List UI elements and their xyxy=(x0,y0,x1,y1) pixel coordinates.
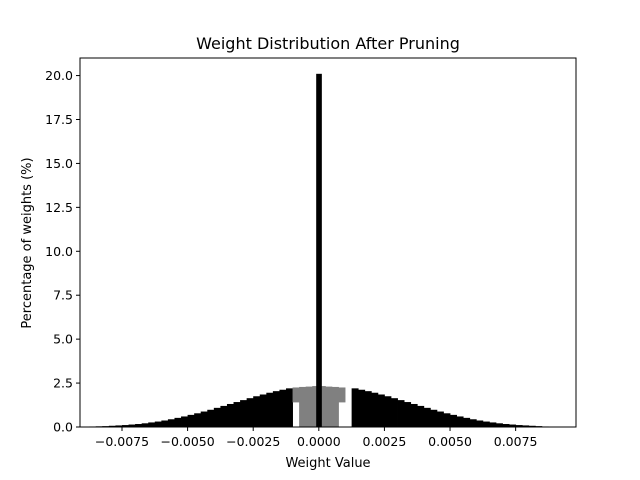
histogram-bar xyxy=(226,403,234,427)
histogram-bar xyxy=(279,389,287,427)
histogram-bar xyxy=(469,419,477,427)
y-axis-ticks: 0.0 2.5 5.0 7.5 10.0 12.5 15.0 17.5 20.0 xyxy=(45,68,80,435)
x-axis-label: Weight Value xyxy=(285,456,370,471)
x-tick-label: 0.0075 xyxy=(494,434,538,449)
histogram-bar xyxy=(154,421,162,427)
y-tick-label: 2.5 xyxy=(53,376,73,391)
y-tick-label: 7.5 xyxy=(53,288,73,303)
histogram-bar xyxy=(167,419,175,427)
x-tick-label: −0.0075 xyxy=(95,434,149,449)
x-tick-label: −0.0025 xyxy=(226,434,280,449)
y-tick-label: 17.5 xyxy=(45,112,73,127)
y-tick-label: 5.0 xyxy=(53,332,73,347)
pruned-bar xyxy=(299,386,307,427)
pruned-bar xyxy=(312,386,320,427)
pruned-bar xyxy=(325,386,333,427)
histogram-bar xyxy=(430,409,438,427)
x-tick-label: 0.0050 xyxy=(428,434,472,449)
histogram-bar xyxy=(128,424,136,427)
pruned-bar xyxy=(292,387,300,403)
histogram-bar xyxy=(266,392,274,427)
histogram-bar xyxy=(161,420,169,427)
histogram-bar xyxy=(397,400,405,427)
y-tick-label: 20.0 xyxy=(45,68,73,83)
histogram-bar xyxy=(390,398,398,427)
histogram-bar xyxy=(377,394,385,427)
zero-spike-bar xyxy=(316,73,322,428)
y-tick-label: 10.0 xyxy=(45,244,73,259)
histogram-bar xyxy=(358,389,366,427)
histogram-bar xyxy=(476,420,484,427)
plot-frame xyxy=(79,57,577,428)
pruned-bar xyxy=(305,386,313,427)
histogram-bar xyxy=(410,403,418,427)
histogram-bar xyxy=(384,396,392,427)
histogram-bar xyxy=(259,394,267,427)
histogram-bar xyxy=(220,405,228,427)
histogram-bar xyxy=(148,422,156,427)
x-tick-label: 0.0025 xyxy=(363,434,407,449)
pruned-bar xyxy=(318,386,326,427)
histogram-bar xyxy=(253,396,261,427)
histogram-bar xyxy=(115,425,123,427)
histogram-bar xyxy=(423,407,431,427)
histogram-bar xyxy=(509,424,517,427)
histogram-bar xyxy=(207,409,215,427)
chart-title: Weight Distribution After Pruning xyxy=(196,34,460,53)
histogram-bar xyxy=(174,417,182,427)
histogram-bar xyxy=(233,402,241,427)
histogram-bar xyxy=(364,391,372,427)
histogram-bar xyxy=(522,425,530,427)
histogram-bar xyxy=(351,388,359,427)
histogram-bar xyxy=(240,400,248,427)
histogram-bar xyxy=(272,391,280,427)
histogram-bar xyxy=(417,405,425,427)
histogram-bar xyxy=(489,422,497,427)
y-tick-label: 0.0 xyxy=(53,420,73,435)
histogram-bar xyxy=(495,423,503,427)
y-tick-label: 12.5 xyxy=(45,200,73,215)
pruned-bar xyxy=(338,387,346,403)
histogram-bar xyxy=(246,398,254,427)
histogram-bar xyxy=(141,423,149,427)
pruned-bar xyxy=(331,386,339,427)
x-axis-ticks: −0.0075 −0.0050 −0.0025 0.0000 0.0025 0.0050 0… xyxy=(95,427,538,449)
histogram-bar xyxy=(194,413,202,427)
y-tick-label: 15.0 xyxy=(45,156,73,171)
histogram-bar xyxy=(515,425,523,427)
histogram-bar xyxy=(528,425,536,427)
histogram-bar xyxy=(443,413,451,427)
histogram-bar xyxy=(121,425,129,427)
y-axis-label: Percentage of weights (%) xyxy=(20,157,35,328)
histogram-bar xyxy=(213,407,221,427)
histogram-bar xyxy=(404,402,412,427)
histogram-bar xyxy=(456,416,464,427)
histogram-bar xyxy=(371,392,379,427)
histogram-bar xyxy=(200,411,208,427)
histogram-bar xyxy=(450,414,457,427)
histogram-bar xyxy=(286,388,293,427)
x-tick-label: 0.0000 xyxy=(297,434,341,449)
x-tick-label: −0.0050 xyxy=(160,434,214,449)
histogram-bar xyxy=(135,424,143,427)
histogram-bar xyxy=(502,424,510,427)
histogram-bar xyxy=(436,411,444,427)
histogram-bar xyxy=(463,417,471,427)
histogram-bar xyxy=(482,421,490,427)
histogram-bar xyxy=(181,416,188,427)
histogram-bar xyxy=(187,414,195,427)
histogram-bar xyxy=(108,425,116,427)
